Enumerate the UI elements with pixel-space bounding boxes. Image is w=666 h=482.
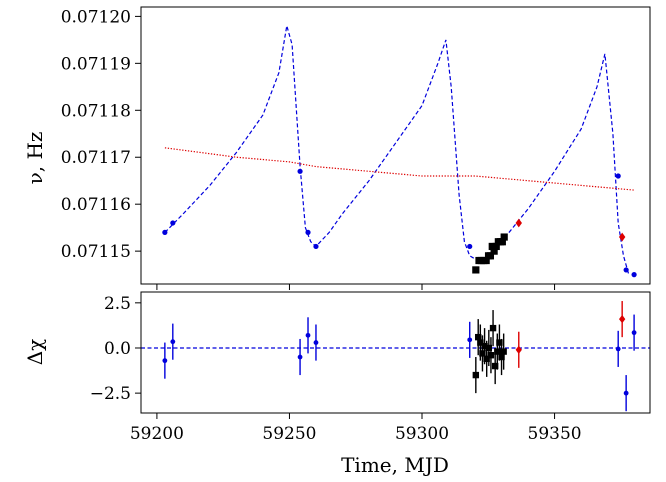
residual-point-square	[498, 353, 505, 361]
residual-point-circle	[170, 339, 176, 345]
bottom-x-ticks: 59200 59250 59300 59350	[130, 413, 582, 444]
residual-point-square	[472, 371, 480, 379]
top-y-tick-label: 0.07116	[61, 195, 131, 215]
top-y-tick-label: 0.07120	[61, 7, 131, 27]
bottom-y-axis-title: Δχ	[23, 339, 47, 366]
top-x-ticks	[156, 284, 556, 290]
residual-point-diamond	[619, 314, 626, 324]
top-point-circle	[615, 173, 621, 179]
top-point-square	[498, 238, 506, 246]
bottom-panel: −2.5 0.0 2.5 59200 59250 59300 59350 Δχ Time,…	[23, 291, 651, 477]
top-point-circle	[313, 243, 319, 250]
residual-point-square	[479, 350, 486, 357]
bottom-y-tick-label: 0.0	[104, 339, 131, 359]
top-point-square	[492, 242, 500, 251]
top-y-tick-label: 0.07119	[61, 54, 131, 74]
top-point-circle	[305, 229, 311, 235]
bottom-x-tick-label: 59250	[262, 424, 316, 444]
model-curve-line	[164, 25, 630, 275]
residual-point-square	[496, 339, 503, 346]
residual-point-circle	[305, 332, 311, 338]
bottom-x-tick-label: 59200	[130, 424, 184, 444]
residual-point-square	[494, 348, 501, 355]
bottom-y-ticks: −2.5 0.0 2.5	[90, 294, 141, 404]
residual-point-square	[475, 333, 482, 341]
top-y-tick-label: 0.07117	[61, 148, 131, 168]
top-y-tick-label: 0.07118	[61, 101, 131, 121]
residual-point-square	[481, 342, 488, 350]
top-y-tick-label: 0.07115	[61, 242, 131, 262]
top-point-square	[500, 233, 508, 241]
residual-point-circle	[631, 330, 637, 336]
bottom-axes-frame	[140, 291, 651, 414]
residual-point-circle	[162, 358, 168, 364]
top-point-square	[472, 266, 480, 274]
top-point-circle	[623, 267, 629, 273]
residual-point-square	[483, 355, 490, 363]
top-point-diamond	[515, 218, 522, 228]
bottom-x-tick-label: 59350	[528, 424, 582, 444]
top-point-circle	[631, 272, 637, 278]
top-plot-area	[162, 25, 637, 278]
x-axis-title: Time, MJD	[341, 453, 449, 477]
bottom-plot-area	[141, 301, 650, 412]
top-axes-frame	[140, 6, 651, 285]
residual-point-circle	[623, 390, 629, 396]
top-point-square	[490, 247, 498, 255]
residual-point-square	[491, 362, 499, 370]
top-y-axis-title: ν, Hz	[23, 132, 47, 185]
residual-point-square	[487, 352, 495, 359]
top-point-circle	[297, 168, 303, 174]
residual-point-circle	[615, 346, 621, 352]
top-point-square	[482, 256, 490, 265]
residual-point-square	[485, 344, 493, 352]
top-point-circle	[170, 220, 176, 226]
top-y-ticks: 0.07115 0.07116 0.07117 0.07118 0.07119 0.071…	[61, 7, 141, 262]
top-panel: 0.07115 0.07116 0.07117 0.07118 0.07119 0.071…	[23, 6, 651, 290]
bottom-y-tick-label: −2.5	[90, 384, 131, 404]
residual-point-circle	[313, 340, 319, 345]
top-point-circle	[162, 229, 168, 235]
residual-point-square	[489, 324, 497, 332]
residual-point-circle	[297, 354, 303, 360]
residual-point-square	[500, 348, 507, 355]
bottom-y-tick-label: 2.5	[104, 294, 131, 314]
top-point-circle	[467, 243, 473, 250]
mean-frequency-line	[164, 147, 635, 191]
top-point-square	[486, 252, 495, 260]
top-point-diamond	[618, 232, 626, 242]
residual-point-square	[477, 339, 484, 346]
residual-point-diamond	[515, 345, 522, 354]
top-point-square	[488, 242, 496, 251]
residual-point-circle	[467, 337, 473, 343]
bottom-x-tick-label: 59300	[395, 424, 449, 444]
